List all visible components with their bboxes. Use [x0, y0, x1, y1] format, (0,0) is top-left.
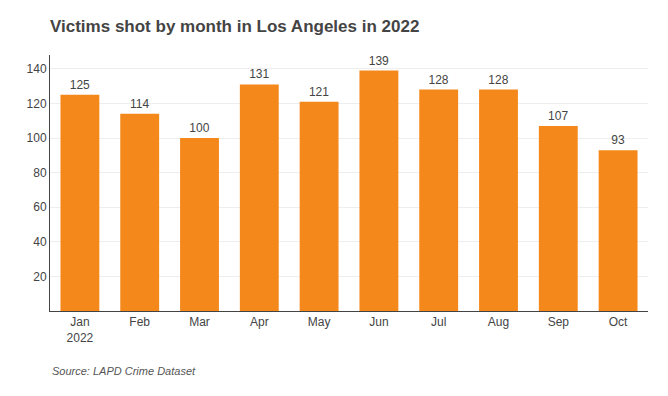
svg-text:Jul: Jul: [431, 315, 446, 329]
svg-text:114: 114: [130, 97, 149, 111]
svg-text:80: 80: [33, 166, 47, 180]
svg-text:Aug: Aug: [488, 315, 509, 329]
svg-text:120: 120: [27, 97, 47, 111]
svg-text:Sep: Sep: [548, 315, 570, 329]
svg-text:128: 128: [488, 73, 508, 87]
svg-text:139: 139: [369, 54, 389, 68]
svg-text:40: 40: [33, 235, 47, 249]
svg-text:100: 100: [27, 131, 47, 145]
svg-text:121: 121: [309, 85, 329, 99]
svg-text:60: 60: [33, 200, 47, 214]
svg-text:Source: LAPD Crime Dataset: Source: LAPD Crime Dataset: [52, 365, 196, 377]
svg-text:107: 107: [548, 109, 568, 123]
svg-text:140: 140: [27, 62, 47, 76]
svg-text:100: 100: [189, 121, 209, 135]
svg-text:Mar: Mar: [189, 315, 210, 329]
svg-text:Jan2022: Jan2022: [67, 315, 94, 345]
svg-text:Apr: Apr: [250, 315, 269, 329]
svg-text:131: 131: [249, 67, 269, 81]
svg-text:May: May: [308, 315, 331, 329]
svg-text:93: 93: [611, 133, 625, 147]
svg-text:Oct: Oct: [609, 315, 628, 329]
svg-text:Victims shot by month in Los A: Victims shot by month in Los Angeles in …: [50, 17, 419, 36]
svg-text:20: 20: [33, 270, 47, 284]
svg-text:Jun: Jun: [369, 315, 388, 329]
svg-text:128: 128: [429, 73, 449, 87]
svg-text:125: 125: [70, 78, 90, 92]
svg-text:Feb: Feb: [129, 315, 150, 329]
